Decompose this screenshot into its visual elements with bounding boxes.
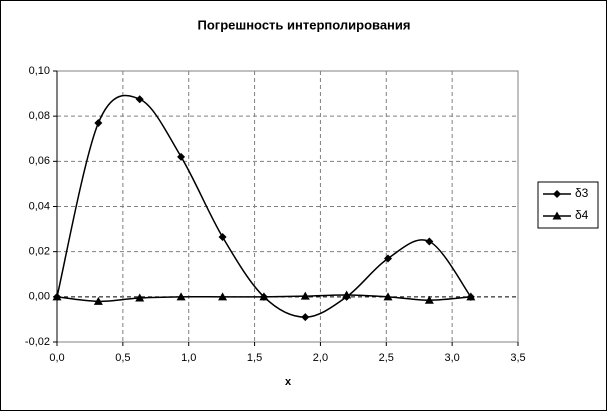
x-tick-label: 3,0	[444, 352, 459, 364]
marker	[425, 237, 434, 246]
legend-marker	[553, 190, 561, 198]
marker	[94, 118, 103, 127]
marker	[301, 313, 310, 322]
marker	[218, 232, 227, 241]
marker	[135, 95, 144, 104]
series-line	[56, 94, 472, 318]
x-tick-label: 2,0	[313, 352, 328, 364]
legend-label: δ4	[575, 208, 589, 222]
marker	[177, 152, 186, 161]
legend	[537, 181, 599, 229]
y-tick-label: 0,02	[29, 246, 50, 258]
x-tick-label: 0,0	[49, 352, 64, 364]
y-tick-label: 0,06	[29, 155, 50, 167]
x-tick-label: 2,5	[379, 352, 394, 364]
y-tick-label: 0,00	[29, 291, 50, 303]
legend-marker	[552, 211, 562, 220]
marker	[135, 293, 145, 302]
marker	[300, 291, 310, 300]
marker	[424, 295, 434, 304]
legend-label: δ3	[575, 186, 589, 200]
marker	[93, 296, 103, 305]
chart-title: Погрешность интерполирования	[198, 17, 411, 32]
marker	[259, 292, 269, 301]
y-tick-label: 0,04	[29, 200, 50, 212]
x-axis-label: x	[285, 376, 292, 388]
marker	[342, 290, 352, 299]
x-tick-label: 3,5	[510, 352, 525, 364]
x-tick-label: 1,5	[247, 352, 262, 364]
marker	[466, 292, 476, 301]
marker	[218, 292, 228, 301]
y-tick-label: -0,02	[25, 336, 50, 348]
marker	[383, 292, 393, 301]
marker	[383, 254, 392, 263]
plot-area	[56, 70, 519, 343]
x-tick-label: 0,5	[115, 352, 130, 364]
marker	[176, 292, 186, 301]
y-tick-label: 0,10	[29, 65, 50, 77]
y-tick-label: 0,08	[29, 110, 50, 122]
marker	[52, 292, 62, 301]
x-tick-label: 1,0	[181, 352, 196, 364]
